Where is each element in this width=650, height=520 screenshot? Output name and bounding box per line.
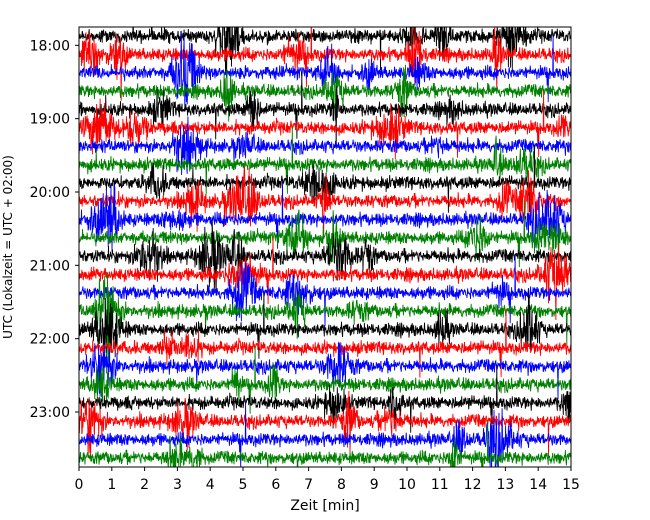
trace-1915 (79, 116, 571, 176)
x-tick-label: 12 (464, 477, 482, 493)
plot-frame (78, 26, 572, 468)
trace-2145 (79, 291, 571, 359)
x-tick-label: 2 (140, 477, 149, 493)
trace-2230 (79, 346, 571, 414)
trace-2015 (79, 181, 571, 252)
trace-1900 (79, 89, 571, 160)
trace-2200 (79, 309, 571, 378)
trace-2215 (79, 342, 571, 400)
trace-1815 (79, 30, 571, 108)
y-tick-label: 19:00 (30, 112, 70, 128)
x-tick-label: 9 (370, 477, 379, 493)
trace-2315 (79, 401, 571, 467)
trace-2045 (79, 220, 571, 296)
trace-group (79, 27, 571, 467)
x-tick-label: 5 (239, 477, 248, 493)
y-tick-label: 23:00 (30, 405, 70, 421)
x-tick-label: 1 (107, 477, 116, 493)
y-tick-label: 18:00 (30, 38, 70, 54)
x-tick-label: 14 (529, 477, 547, 493)
x-tick-label: 6 (271, 477, 280, 493)
trace-1830 (79, 64, 571, 122)
x-tick-label: 4 (206, 477, 215, 493)
x-tick-label: 13 (496, 477, 514, 493)
trace-2130 (79, 272, 571, 374)
x-tick-label: 3 (173, 477, 182, 493)
trace-1845 (79, 71, 571, 147)
trace-2330 (79, 419, 571, 467)
y-axis-label: UTC (Lokalzeit = UTC + 02:00) (1, 155, 15, 339)
y-tick-label: 22:00 (30, 332, 70, 348)
y-tick-label: 20:00 (30, 185, 70, 201)
trace-2245 (79, 364, 571, 433)
trace-1930 (79, 126, 571, 195)
x-tick-label: 10 (398, 477, 416, 493)
x-axis: 0 1 2 3 4 5 6 7 8 9 10 11 12 13 14 15 (75, 467, 580, 493)
y-tick-label: 21:00 (30, 258, 70, 274)
trace-2300 (79, 390, 571, 459)
trace-2030 (79, 199, 571, 268)
x-tick-label: 0 (75, 477, 84, 493)
x-tick-label: 11 (431, 477, 449, 493)
trace-2000 (79, 166, 571, 240)
x-tick-label: 7 (304, 477, 313, 493)
trace-2100 (79, 236, 571, 321)
trace-1745 (79, 27, 571, 79)
y-axis: 18:00 19:00 20:00 21:00 22:00 23:00 (30, 38, 79, 421)
x-tick-label: 15 (562, 477, 580, 493)
x-axis-label: Zeit [min] (290, 498, 359, 514)
x-tick-label: 8 (337, 477, 346, 493)
trace-1945 (79, 144, 571, 213)
